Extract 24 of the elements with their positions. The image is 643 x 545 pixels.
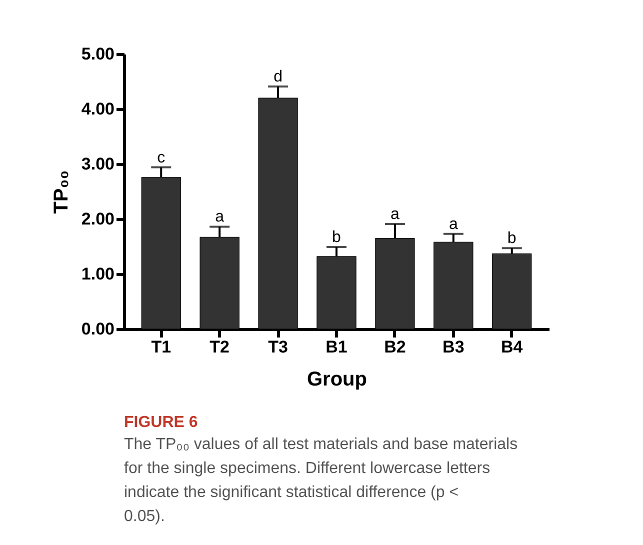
x-tick-label: B4: [501, 338, 524, 356]
annotation: b: [332, 229, 342, 246]
x-tick-label: T3: [268, 338, 288, 356]
annotation: a: [390, 206, 400, 223]
x-tick-label: B3: [442, 338, 464, 356]
annotation: c: [157, 149, 166, 166]
annotation: a: [448, 216, 458, 233]
y-axis-title: TP₀₀: [50, 170, 72, 214]
caption: FIGURE 6: [124, 414, 198, 431]
x-tick-label: B1: [326, 338, 348, 356]
x-axis-title: Group: [307, 368, 367, 390]
annotation: d: [274, 68, 282, 86]
y-tick-label: 0.00: [81, 320, 114, 338]
annotation: b: [507, 230, 516, 248]
y-tick-label: 1.00: [81, 264, 114, 284]
annotation: a: [215, 208, 224, 226]
x-tick-label: T1: [151, 338, 172, 356]
x-tick-label: B2: [384, 338, 406, 356]
y-tick-label: 3.00: [81, 154, 114, 174]
y-tick-label: 2.00: [81, 210, 114, 228]
y-tick-label: 5.00: [81, 44, 114, 64]
text: The TP₀₀ values of all test materials and base materials for the single specimens. Different lowercase letters indicate the significant statistical difference (p < 0.05).: [124, 436, 518, 525]
x-tick-label: T2: [210, 338, 230, 356]
y-tick-label: 4.00: [81, 100, 114, 118]
